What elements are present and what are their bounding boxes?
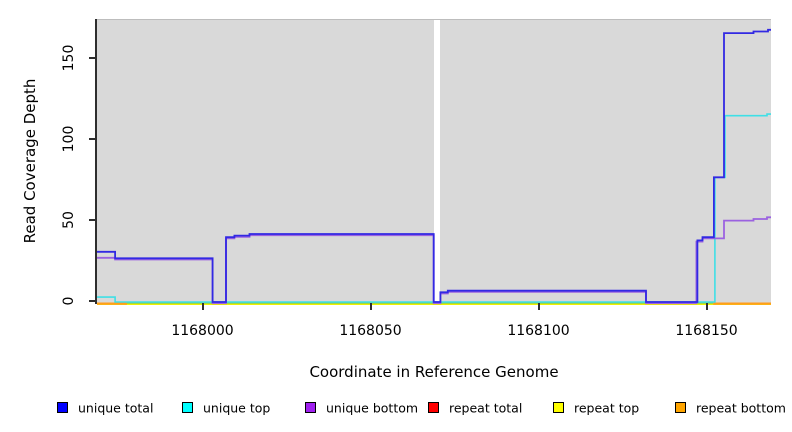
legend-swatch-unique-top (182, 402, 193, 413)
y-tick-mark (89, 300, 96, 302)
legend-swatch-repeat-top (553, 402, 564, 413)
series-unique-bottom (97, 216, 771, 305)
legend-swatch-unique-bottom (305, 402, 316, 413)
plot-area (97, 19, 771, 305)
y-tick-mark (89, 57, 96, 59)
legend-label-repeat-total: repeat total (449, 400, 523, 416)
legend-swatch-repeat-bottom (675, 402, 686, 413)
x-tick-mark (537, 303, 540, 310)
x-tick-mark (705, 303, 708, 310)
y-axis-line (95, 19, 97, 304)
y-tick-label: 100 (61, 125, 77, 153)
x-tick-mark (201, 303, 204, 310)
y-axis-title: Read Coverage Depth (21, 78, 39, 244)
y-tick-label: 0 (61, 296, 77, 306)
y-tick-label: 50 (61, 211, 77, 229)
legend-swatch-repeat-total (428, 402, 439, 413)
legend-label-unique-top: unique top (203, 400, 271, 416)
y-tick-mark (89, 219, 96, 221)
x-tick-label: 1168150 (675, 323, 738, 339)
coverage-gap-strip (434, 20, 440, 304)
x-axis-title: Coordinate in Reference Genome (309, 363, 559, 381)
x-tick-label: 1168000 (171, 323, 234, 339)
series-unique-total (97, 28, 771, 303)
y-tick-mark (89, 138, 96, 140)
legend-label-unique-total: unique total (78, 400, 154, 416)
x-tick-label: 1168050 (339, 323, 402, 339)
legend-label-repeat-top: repeat top (574, 400, 640, 416)
y-tick-label: 150 (61, 44, 77, 72)
legend-swatch-unique-total (57, 402, 68, 413)
legend-label-unique-bottom: unique bottom (326, 400, 419, 416)
x-tick-label: 1168100 (507, 323, 570, 339)
legend-label-repeat-bottom: repeat bottom (696, 400, 786, 416)
x-tick-mark (369, 303, 372, 310)
chart-canvas (97, 28, 771, 305)
